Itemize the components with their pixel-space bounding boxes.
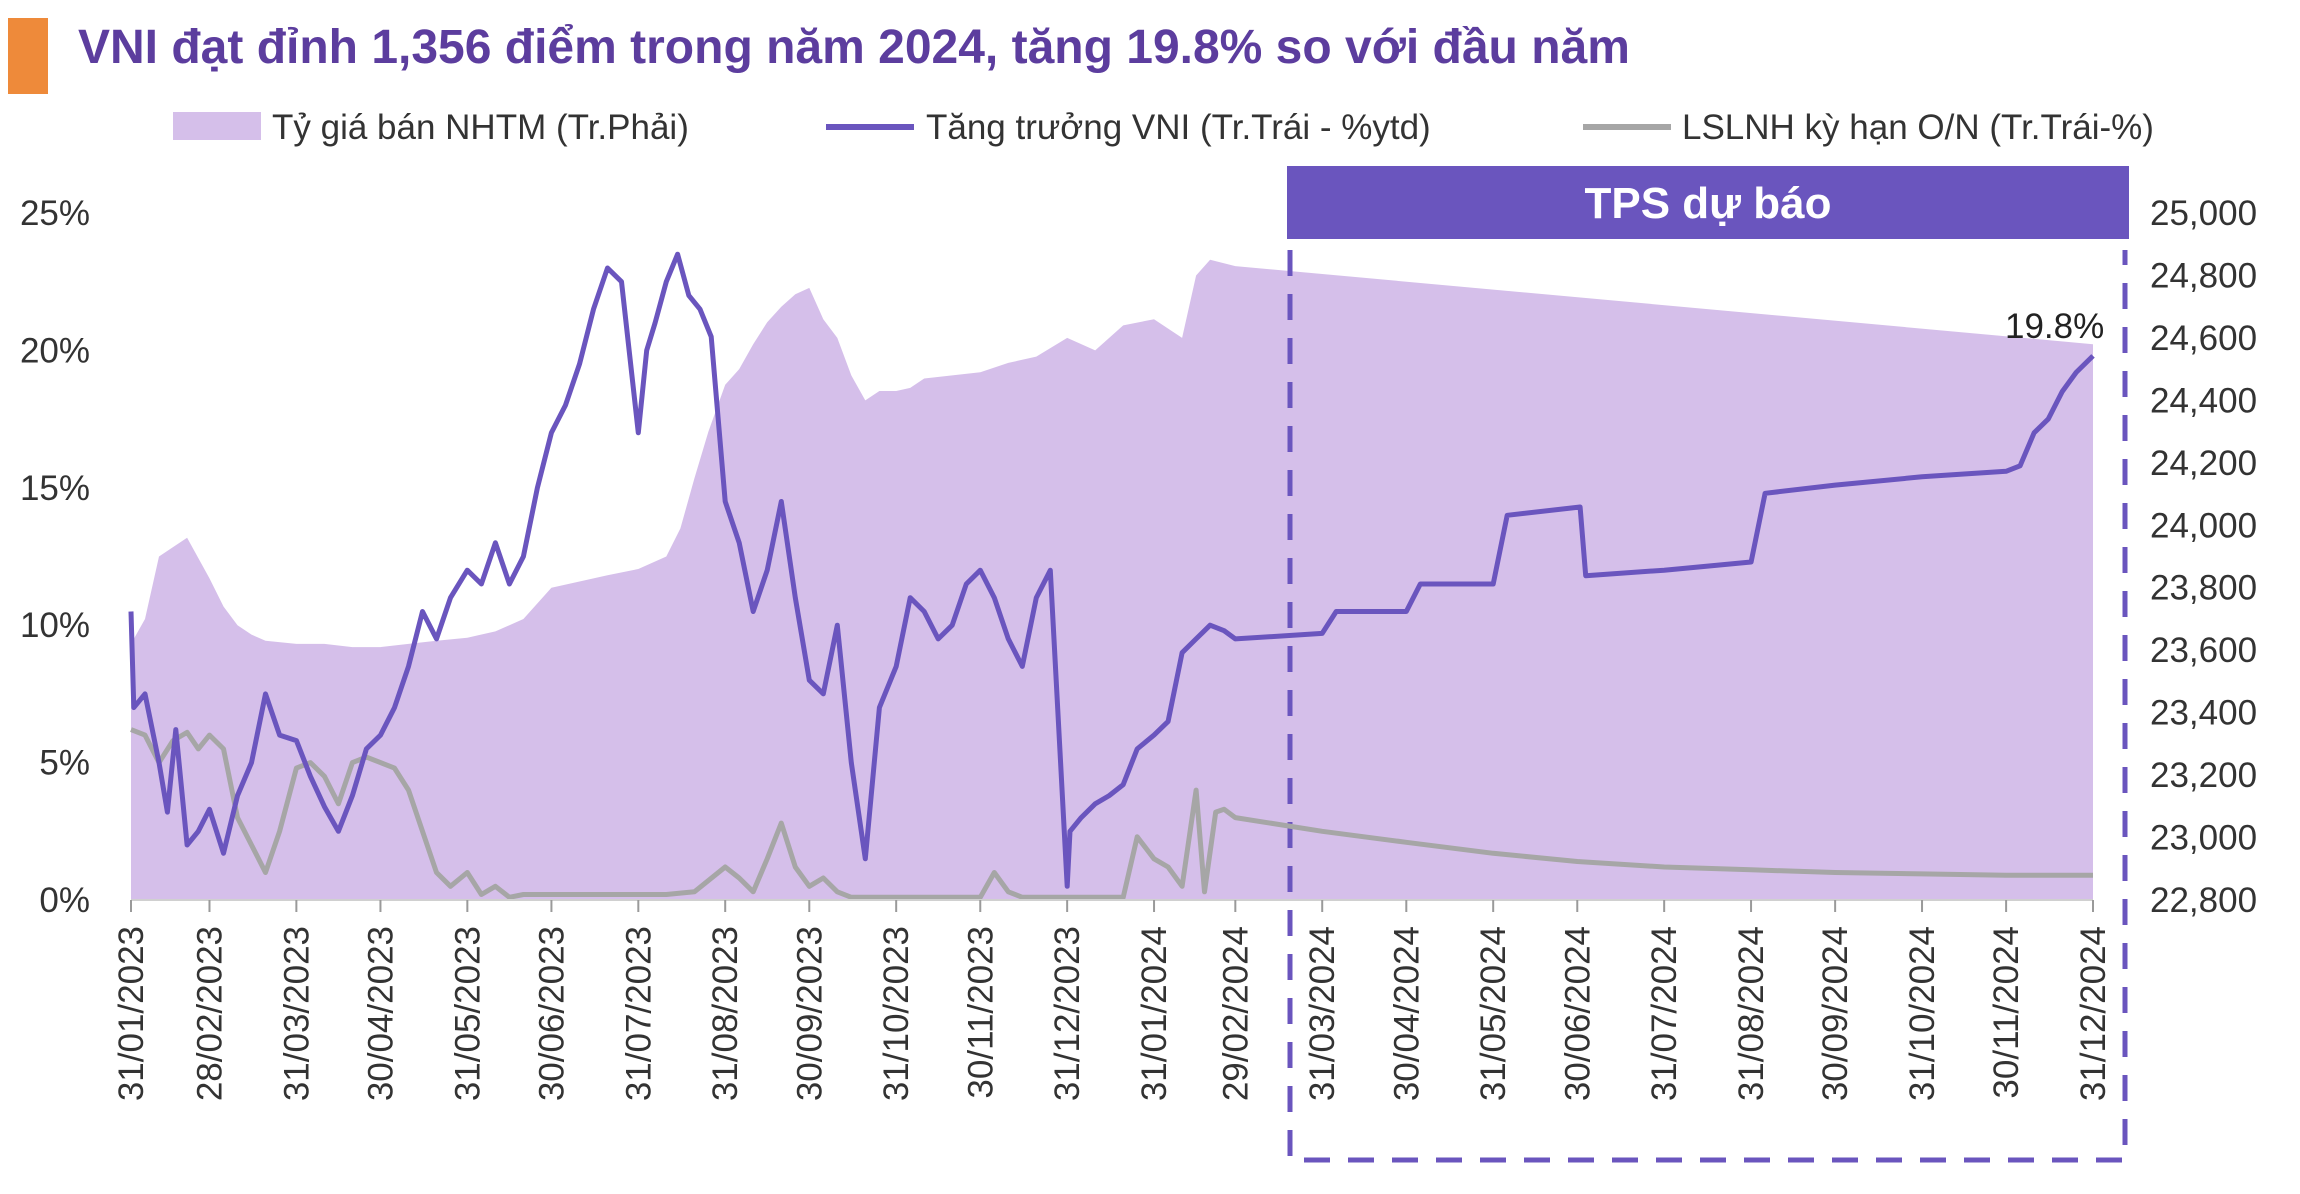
legend-label-vni: Tăng trưởng VNI (Tr.Trái - %ytd) — [926, 108, 1431, 147]
x-tick-label: 30/04/2023 — [362, 926, 401, 1101]
left-tick-label: 10% — [20, 606, 90, 645]
x-tick-label: 31/01/2023 — [112, 926, 151, 1101]
series-line-vni-growth — [128, 251, 2095, 889]
x-tick-label: 29/02/2024 — [1216, 926, 1255, 1101]
right-tick-label: 24,400 — [2150, 381, 2257, 420]
x-tick-label: 31/10/2024 — [1903, 926, 1942, 1101]
left-axis: 0% 5% 10% 15% 20% 25% — [20, 194, 90, 920]
left-tick-label: 15% — [20, 469, 90, 508]
forecast-banner: TPS dự báo — [1287, 166, 2129, 239]
left-tick-label: 20% — [20, 331, 90, 370]
x-tick-label: 31/07/2023 — [619, 926, 658, 1101]
legend: Tỷ giá bán NHTM (Tr.Phải) Tăng trưởng VN… — [173, 108, 2154, 147]
title-accent-bar — [8, 18, 48, 94]
forecast-dashed-box — [1287, 250, 2128, 1163]
left-tick-label: 25% — [20, 194, 90, 233]
x-tick-label: 30/06/2024 — [1558, 926, 1597, 1101]
legend-label-area: Tỷ giá bán NHTM (Tr.Phải) — [272, 108, 689, 147]
series-area-exchange-rate — [131, 259, 2093, 900]
x-tick-label: 31/10/2023 — [877, 926, 916, 1101]
right-tick-label: 23,800 — [2150, 569, 2257, 608]
right-tick-label: 23,000 — [2150, 819, 2257, 858]
right-tick-label: 23,200 — [2150, 756, 2257, 795]
x-tick-label: 31/07/2024 — [1645, 926, 1684, 1101]
x-tick-label: 28/02/2023 — [191, 926, 230, 1101]
right-tick-label: 25,000 — [2150, 194, 2257, 233]
forecast-banner-label: TPS dự báo — [1585, 179, 1832, 228]
right-tick-label: 24,200 — [2150, 444, 2257, 483]
x-tick-label: 30/09/2023 — [790, 926, 829, 1101]
right-axis: 22,800 23,000 23,200 23,400 23,600 23,800 24,0… — [2150, 194, 2257, 920]
right-tick-label: 22,800 — [2150, 881, 2257, 920]
x-tick-label: 30/11/2024 — [1987, 926, 2026, 1099]
x-tick-label: 31/12/2023 — [1048, 926, 1087, 1101]
x-tick-label: 30/04/2024 — [1387, 926, 1426, 1101]
x-tick-label: 30/06/2023 — [532, 926, 571, 1101]
x-tick-label: 31/08/2023 — [706, 926, 745, 1101]
annotation-final-vni: 19.8% — [2005, 307, 2104, 346]
right-tick-label: 24,000 — [2150, 506, 2257, 545]
x-tick-label: 31/12/2024 — [2074, 926, 2113, 1101]
series-line-interbank-rate — [130, 727, 2093, 900]
x-tick-label: 31/05/2024 — [1474, 926, 1513, 1101]
right-tick-label: 24,600 — [2150, 319, 2257, 358]
x-tick-label: 30/09/2024 — [1816, 926, 1855, 1101]
x-tick-label: 30/11/2023 — [961, 926, 1000, 1099]
x-tick-label: 31/03/2024 — [1303, 926, 1342, 1101]
chart-title: VNI đạt đỉnh 1,356 điểm trong năm 2024, … — [78, 21, 1630, 74]
forecast-banner-box — [1287, 166, 2129, 239]
x-tick-label: 31/08/2024 — [1732, 926, 1771, 1101]
right-tick-label: 23,600 — [2150, 631, 2257, 670]
legend-swatch-area — [173, 112, 261, 140]
right-tick-label: 24,800 — [2150, 256, 2257, 295]
right-tick-label: 23,400 — [2150, 694, 2257, 733]
x-axis: 31/01/2023 28/02/2023 31/03/2023 30/04/2023… — [112, 899, 2113, 1101]
left-tick-label: 0% — [39, 881, 90, 920]
legend-label-rate: LSLNH kỳ hạn O/N (Tr.Trái-%) — [1682, 108, 2154, 147]
left-tick-label: 5% — [39, 744, 90, 783]
x-tick-label: 31/03/2023 — [277, 926, 316, 1101]
x-tick-label: 31/01/2024 — [1135, 926, 1174, 1101]
x-tick-label: 31/05/2023 — [448, 926, 487, 1101]
